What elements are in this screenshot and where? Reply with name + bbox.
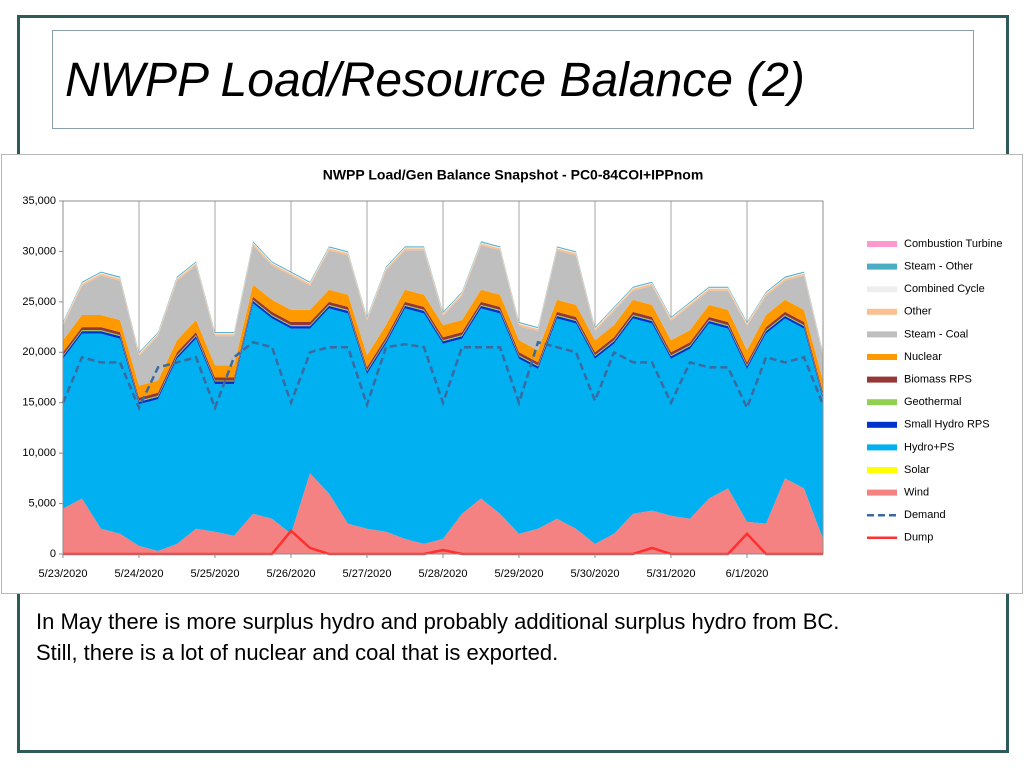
legend-swatch [867, 399, 897, 406]
legend-label: Solar [904, 464, 930, 476]
legend-swatch [867, 376, 897, 383]
y-tick-label: 5,000 [28, 497, 56, 509]
legend-label: Nuclear [904, 351, 942, 363]
legend-label: Other [904, 306, 932, 318]
chart-title: NWPP Load/Gen Balance Snapshot - PC0-84C… [323, 167, 704, 183]
chart-box: NWPP Load/Gen Balance Snapshot - PC0-84C… [1, 154, 1023, 594]
x-tick-label: 6/1/2020 [726, 568, 769, 580]
chart: NWPP Load/Gen Balance Snapshot - PC0-84C… [22, 167, 1002, 580]
area [63, 473, 823, 554]
line [61, 340, 825, 412]
legend-label: Small Hydro RPS [904, 419, 990, 431]
legend-label: Steam - Coal [904, 328, 968, 340]
legend-label: Demand [904, 509, 946, 521]
legend-swatch [867, 308, 897, 315]
x-tick-label: 5/28/2020 [419, 568, 468, 580]
y-tick-label: 35,000 [22, 195, 56, 207]
legend-swatch [867, 421, 897, 428]
body-line: In May there is more surplus hydro and p… [36, 609, 840, 634]
y-tick-label: 10,000 [22, 447, 56, 459]
legend-label: Biomass RPS [904, 374, 972, 386]
body-text: In May there is more surplus hydro and p… [36, 606, 996, 668]
x-tick-label: 5/30/2020 [571, 568, 620, 580]
y-tick-label: 30,000 [22, 245, 56, 257]
x-tick-label: 5/27/2020 [343, 568, 392, 580]
legend-label: Steam - Other [904, 261, 973, 273]
legend-label: Geothermal [904, 396, 961, 408]
slide-title: NWPP Load/Resource Balance (2) [65, 54, 805, 107]
x-tick-label: 5/26/2020 [267, 568, 316, 580]
y-tick-label: 20,000 [22, 346, 56, 358]
legend-swatch [867, 241, 897, 247]
legend-swatch [867, 467, 897, 473]
area [63, 245, 823, 386]
legend-swatch [867, 444, 897, 451]
area [63, 284, 823, 398]
x-tick-label: 5/31/2020 [647, 568, 696, 580]
title-box: NWPP Load/Resource Balance (2) [52, 30, 974, 129]
legend-label: Combined Cycle [904, 283, 985, 295]
y-tick-label: 0 [50, 548, 56, 560]
legend-swatch [867, 489, 897, 496]
x-tick-label: 5/24/2020 [115, 568, 164, 580]
x-tick-label: 5/23/2020 [39, 568, 88, 580]
legend-label: Combustion Turbine [904, 238, 1002, 250]
body-line: Still, there is a lot of nuclear and coa… [36, 640, 559, 665]
x-tick-label: 5/29/2020 [495, 568, 544, 580]
legend-label: Wind [904, 487, 929, 499]
legend-swatch [867, 331, 897, 338]
y-tick-label: 15,000 [22, 397, 56, 409]
x-tick-label: 5/25/2020 [191, 568, 240, 580]
legend-swatch [867, 286, 897, 293]
legend-label: Hydro+PS [904, 441, 954, 453]
legend-swatch [867, 263, 897, 270]
legend-swatch [867, 354, 897, 360]
area [63, 303, 823, 551]
legend-label: Dump [904, 532, 933, 544]
y-tick-label: 25,000 [22, 296, 56, 308]
